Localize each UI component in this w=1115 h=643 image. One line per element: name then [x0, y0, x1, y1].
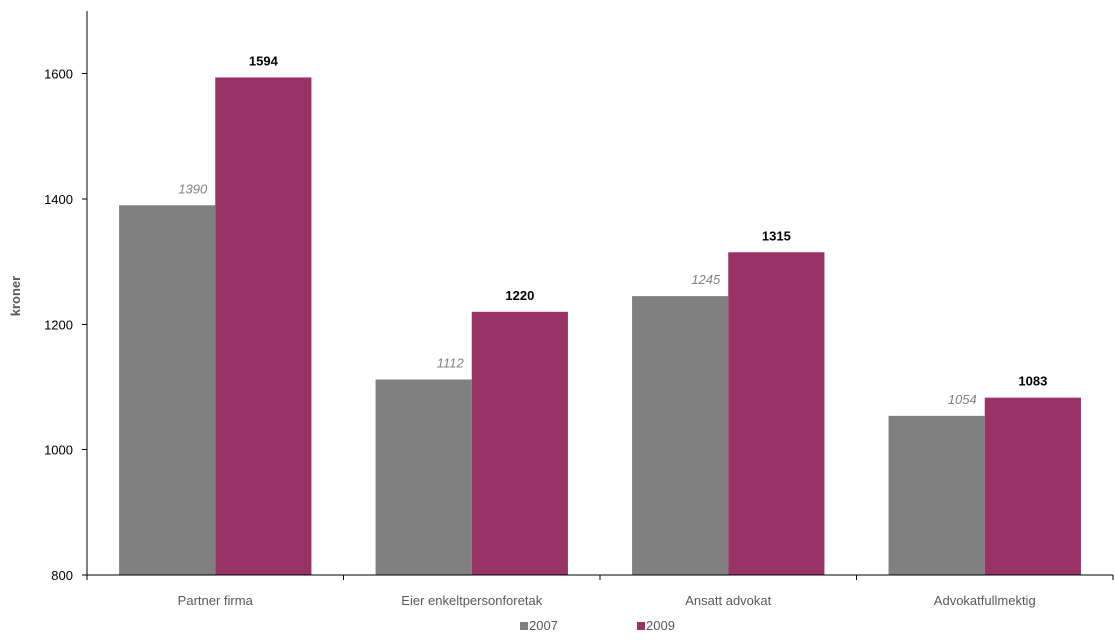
legend-swatch-2007: [520, 622, 528, 630]
bar-2009-2: [728, 252, 825, 575]
bar-2007-3: [888, 415, 985, 575]
bar-2007-0: [119, 205, 216, 575]
data-label-2009-1: 1220: [505, 288, 534, 303]
data-label-2009-2: 1315: [762, 228, 791, 243]
data-label-2007-3: 1054: [948, 392, 977, 407]
y-tick-label-4: 1600: [44, 67, 73, 82]
y-tick-label-3: 1400: [44, 192, 73, 207]
data-label-2007-2: 1245: [691, 272, 721, 287]
y-tick-label-0: 800: [51, 568, 73, 583]
legend-label-2007: 2007: [529, 618, 558, 633]
bar-2009-3: [984, 397, 1081, 575]
data-label-2007-1: 1112: [437, 355, 465, 370]
legend-label-2009: 2009: [646, 618, 675, 633]
y-tick-label-1: 1000: [44, 443, 73, 458]
x-tick-label-2: Ansatt advokat: [685, 593, 771, 608]
data-label-2007-0: 1390: [178, 181, 208, 196]
bar-2009-1: [471, 311, 568, 575]
x-tick-label-0: Partner firma: [178, 593, 254, 608]
data-label-2009-0: 1594: [249, 53, 279, 68]
x-tick-label-1: Eier enkeltpersonforetak: [401, 593, 542, 608]
y-tick-label-2: 1200: [44, 317, 73, 332]
bar-2009-0: [215, 77, 312, 575]
y-axis-label: kroner: [8, 276, 23, 316]
bar-2007-2: [632, 296, 729, 575]
axes-layer: 800 1000 1200 1400 1600 Partner firma Eier enk…: [44, 11, 1114, 608]
bars-layer: [119, 77, 1081, 575]
legend-swatch-2009: [637, 622, 645, 630]
bar-2007-1: [375, 379, 472, 575]
legend: 2007 2009: [520, 618, 675, 633]
x-tick-label-3: Advokatfullmektig: [934, 593, 1036, 608]
data-label-2009-3: 1083: [1018, 374, 1047, 389]
bar-labels-layer: 1390 1112 1245 1054 1594 1220 1315 1083: [178, 53, 1047, 406]
